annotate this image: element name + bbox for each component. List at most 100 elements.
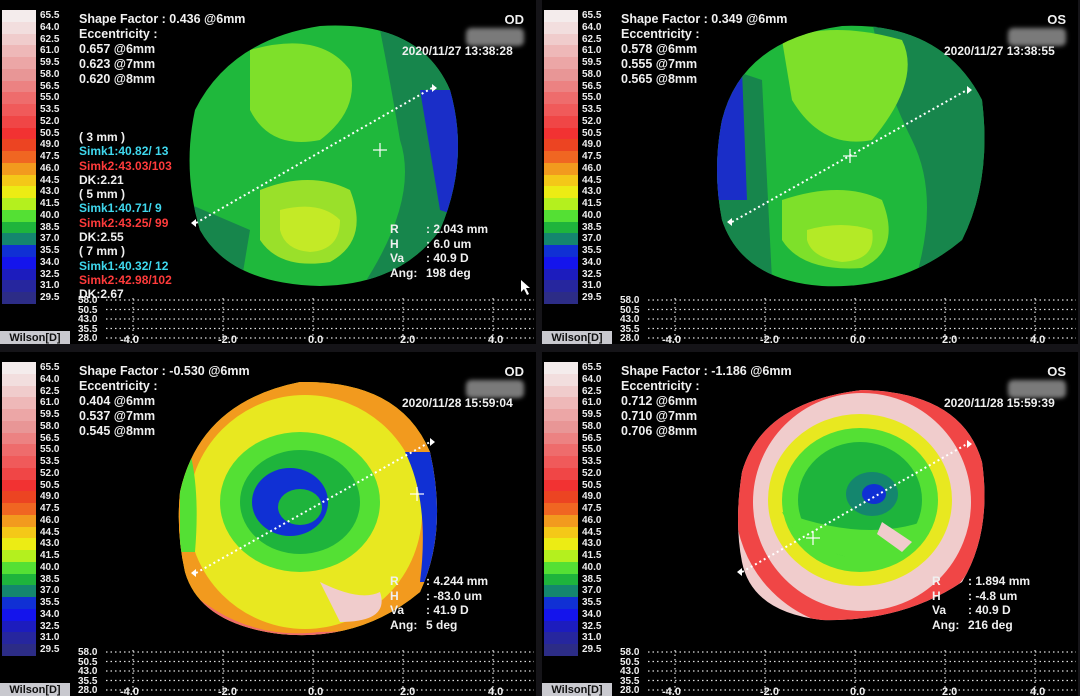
scale-row: 32.5 <box>542 620 611 633</box>
scale-row: 62.5 <box>0 385 69 398</box>
scale-row: 40.0 <box>0 561 69 574</box>
power-key: Va <box>390 251 405 265</box>
curvature-map[interactable] <box>0 352 536 696</box>
scale-row: 56.5 <box>542 432 611 445</box>
scale-value: 31.0 <box>40 632 60 644</box>
scale-value: 53.5 <box>582 104 602 115</box>
scale-value: 49.0 <box>582 139 602 151</box>
scale-row: 62.5 <box>0 33 69 46</box>
color-scale: 65.5 64.0 62.5 61.0 59.5 58.0 56.5 55.0 53.5 52.0… <box>0 362 69 656</box>
scale-value: 50.5 <box>40 479 60 491</box>
scale-value: 37.0 <box>582 233 602 245</box>
scale-swatch <box>544 151 578 163</box>
scale-footer-label: Wilson[D] <box>0 683 70 696</box>
profile-x-label: 4.0 <box>1030 334 1046 344</box>
profile-y-axis: 58.0 50.5 43.0 35.5 28.0 <box>78 648 97 696</box>
scale-value: 52.0 <box>40 467 60 479</box>
scale-swatch <box>544 573 578 586</box>
curvature-map[interactable] <box>542 0 1078 344</box>
scale-swatch <box>2 186 36 198</box>
scale-value: 37.0 <box>40 585 60 597</box>
angle-key: Ang: <box>932 617 960 632</box>
scale-value: 55.0 <box>582 92 602 104</box>
profile-x-label: -2.0 <box>760 686 779 696</box>
scale-swatch <box>544 620 578 633</box>
eccentricity-7mm: 0.710 @7mm <box>621 409 698 423</box>
shape-factor: Shape Factor : -0.530 @6mm <box>79 364 250 378</box>
scale-row: 38.5 <box>0 573 69 586</box>
scale-value: 38.5 <box>582 221 602 233</box>
eccentricity-6mm: 0.712 @6mm <box>621 394 698 408</box>
scale-row: 41.5 <box>542 198 611 210</box>
curvature-map[interactable] <box>0 0 536 344</box>
mouse-cursor-icon <box>521 280 530 295</box>
curvature-map[interactable] <box>542 352 1078 696</box>
scale-value: 40.0 <box>582 561 602 573</box>
power-key: Va <box>390 603 405 617</box>
scale-value: 56.5 <box>40 80 60 92</box>
scale-value: 41.5 <box>40 198 60 209</box>
scale-row: 46.0 <box>0 514 69 527</box>
scale-row: 65.5 <box>542 362 611 374</box>
redacted-patient-name <box>466 380 524 398</box>
scale-row: 40.0 <box>542 561 611 574</box>
redacted-patient-name <box>1008 380 1066 398</box>
profile-y-label: 35.5 <box>78 323 98 335</box>
scale-swatch <box>2 409 36 421</box>
scale-row: 31.0 <box>0 280 69 292</box>
scale-value: 43.0 <box>40 186 60 198</box>
scale-swatch <box>544 373 578 386</box>
profile-x-label: -4.0 <box>120 334 139 344</box>
scale-swatch <box>544 409 578 421</box>
scale-swatch <box>2 245 36 257</box>
height-value: : 6.0 um <box>426 236 472 251</box>
scale-swatch <box>2 444 36 456</box>
scale-row: 58.0 <box>0 68 69 81</box>
profile-x-label: 2.0 <box>942 334 958 344</box>
scale-swatch <box>544 245 578 257</box>
scale-swatch <box>2 256 36 269</box>
scale-footer-label: Wilson[D] <box>542 683 612 696</box>
scale-swatch <box>2 479 36 492</box>
dk-value: DK:2.21 <box>79 172 124 187</box>
scale-value: 44.5 <box>582 174 602 186</box>
scale-row: 29.5 <box>0 292 69 304</box>
profile-grid <box>106 650 534 692</box>
scale-swatch <box>2 620 36 633</box>
scale-value: 47.5 <box>40 503 60 514</box>
profile-x-label: 4.0 <box>488 334 504 344</box>
scale-row: 52.0 <box>542 467 611 480</box>
scale-swatch <box>544 292 578 304</box>
profile-grid <box>106 298 534 340</box>
profile-y-axis: 58.0 50.5 43.0 35.5 28.0 <box>620 296 639 344</box>
scale-swatch <box>544 45 578 57</box>
scale-row: 37.0 <box>542 585 611 597</box>
scale-row: 50.5 <box>542 479 611 492</box>
scale-row: 34.0 <box>0 608 69 621</box>
shape-info: Shape Factor : -0.530 @6mm Eccentricity … <box>79 364 250 439</box>
scale-value: 59.5 <box>582 409 602 420</box>
scale-swatch <box>544 162 578 175</box>
scale-value: 65.5 <box>582 362 602 373</box>
scale-swatch <box>544 550 578 562</box>
scale-row: 47.5 <box>0 503 69 515</box>
profile-x-label: -2.0 <box>760 334 779 344</box>
profile-x-label: -4.0 <box>120 686 139 696</box>
scale-swatch <box>544 644 578 656</box>
scale-swatch <box>544 608 578 621</box>
profile-y-label: 58.0 <box>78 295 98 306</box>
dk-value: DK:2.55 <box>79 230 124 245</box>
scale-swatch <box>2 550 36 562</box>
scale-row: 35.5 <box>542 245 611 257</box>
scale-swatch <box>544 491 578 503</box>
scale-row: 59.5 <box>0 57 69 69</box>
scale-value: 50.5 <box>582 479 602 491</box>
scale-swatch <box>544 21 578 34</box>
scale-row: 47.5 <box>0 151 69 163</box>
scale-value: 34.0 <box>582 608 602 620</box>
profile-y-label: 50.5 <box>78 304 98 316</box>
scale-swatch <box>2 104 36 116</box>
scale-row: 59.5 <box>542 57 611 69</box>
scale-row: 53.5 <box>0 456 69 468</box>
profile-x-label: 4.0 <box>1030 686 1046 696</box>
